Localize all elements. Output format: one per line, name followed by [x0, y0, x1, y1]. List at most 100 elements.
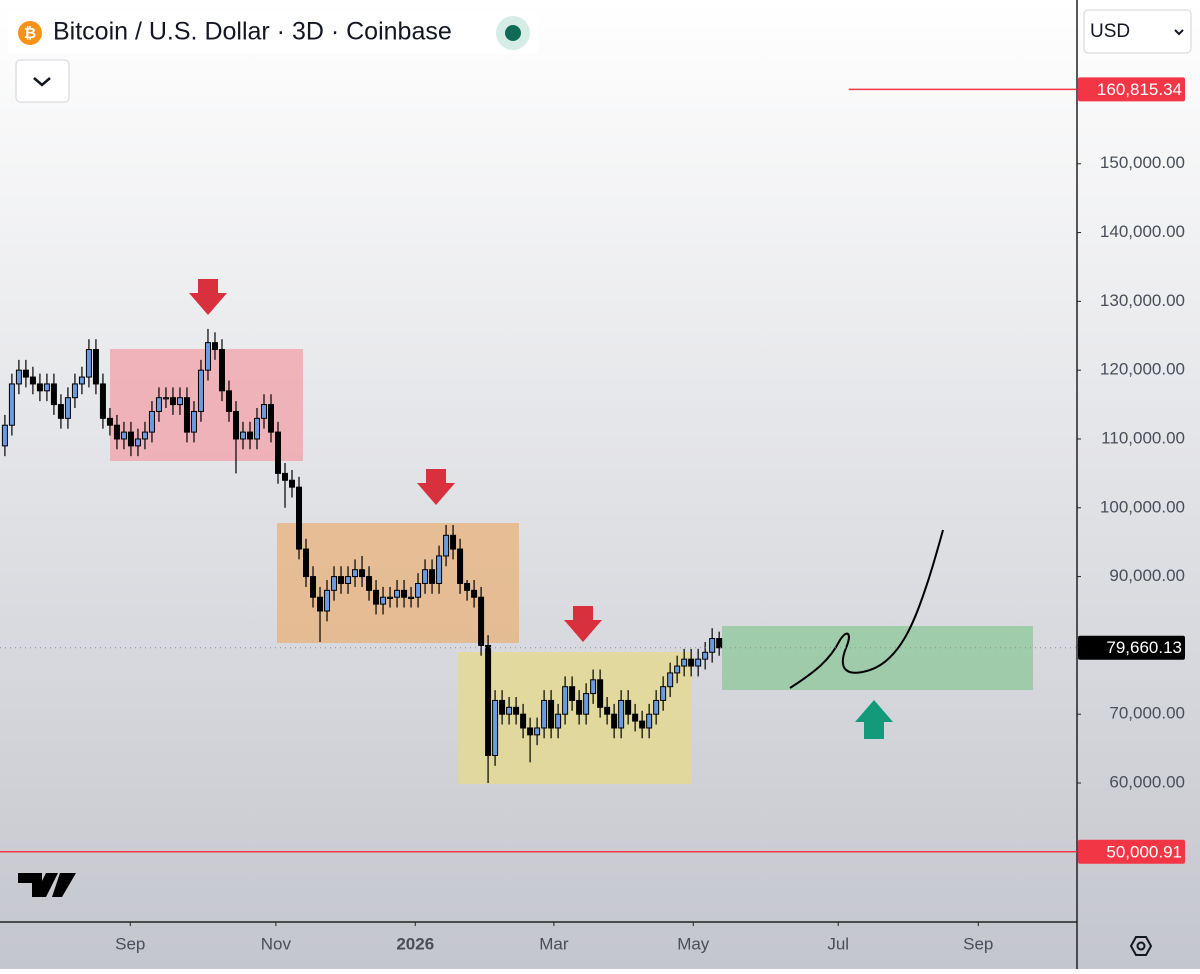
candle-body — [646, 713, 653, 729]
y-tick-label: 60,000.00 — [1109, 772, 1185, 791]
candle-body — [639, 720, 646, 729]
x-tick-label: Sep — [963, 934, 993, 953]
candle-body — [408, 596, 415, 599]
candle-body — [155, 397, 162, 412]
y-tick-label: 150,000.00 — [1100, 153, 1185, 172]
candle-body — [78, 376, 85, 385]
header-bg — [8, 12, 538, 54]
candle-body — [190, 410, 197, 433]
candle-body — [282, 472, 289, 481]
last-price-bg — [1078, 635, 1185, 660]
candle-body — [366, 576, 373, 591]
candle-body — [183, 397, 190, 433]
candle-body — [618, 699, 625, 729]
candle-body — [681, 658, 688, 667]
candle-body — [597, 679, 604, 708]
candle-body — [695, 658, 702, 667]
btc-icon — [18, 21, 42, 45]
candle-body — [169, 397, 176, 406]
candle-body — [485, 644, 492, 756]
candle-body — [604, 706, 611, 715]
candle-body — [632, 713, 639, 722]
candle-body — [211, 342, 218, 351]
candle-body — [436, 555, 443, 584]
currency-select[interactable] — [1083, 9, 1192, 54]
candle-body — [204, 342, 211, 371]
candle-body — [471, 589, 478, 598]
candle-body — [197, 369, 204, 412]
collapse-button[interactable] — [15, 59, 70, 103]
candle-body — [57, 404, 64, 419]
price-label-bg — [1078, 839, 1185, 864]
price-label-bg — [1078, 77, 1185, 102]
candle-body — [422, 569, 429, 584]
candle-body — [176, 397, 183, 406]
y-tick-label: 120,000.00 — [1100, 360, 1185, 379]
status-dot — [505, 25, 521, 41]
candle-body — [345, 576, 352, 584]
candle-body — [15, 369, 22, 385]
candle-body — [99, 383, 106, 419]
candle-body — [653, 699, 660, 715]
candle-body — [331, 576, 338, 591]
zone-box — [722, 626, 1033, 690]
candle-body — [232, 410, 239, 440]
candle-body — [317, 596, 324, 612]
candle-body — [674, 665, 681, 674]
candle-body — [702, 651, 709, 660]
candle-body — [394, 589, 401, 598]
candle-body — [548, 699, 555, 729]
candle-body — [303, 548, 310, 578]
x-tick-label: Nov — [261, 934, 292, 953]
candle-body — [457, 548, 464, 584]
down-arrow — [564, 606, 602, 642]
x-tick-label: May — [677, 934, 710, 953]
candle-body — [478, 596, 485, 646]
candle-body — [492, 699, 499, 756]
candle-body — [667, 672, 674, 688]
candle-body — [310, 576, 317, 598]
y-tick-label: 140,000.00 — [1100, 222, 1185, 241]
candle-body — [29, 376, 36, 385]
candle-body — [113, 424, 120, 440]
settings-icon[interactable] — [1129, 936, 1153, 956]
settings-icon-dot — [1136, 941, 1146, 951]
candle-body — [1, 424, 8, 447]
chevron — [33, 77, 51, 87]
candle-body — [520, 713, 527, 729]
candle-body — [218, 349, 225, 392]
candle-body — [148, 410, 155, 433]
candle-body — [352, 569, 359, 578]
candle-body — [64, 397, 71, 419]
price-label: 160,815.34 — [1097, 80, 1182, 99]
candle-body — [92, 349, 99, 385]
candle-body — [429, 569, 436, 584]
y-tick-label: 90,000.00 — [1109, 566, 1185, 585]
candle-body — [127, 431, 134, 447]
candle-body — [134, 438, 141, 447]
candle-body — [22, 369, 29, 378]
candle-body — [464, 582, 471, 591]
candle-body — [499, 699, 506, 715]
candle-body — [415, 582, 422, 598]
candle-body — [71, 383, 78, 399]
candle-body — [401, 589, 408, 598]
x-tick-label: Mar — [539, 934, 569, 953]
candle-body — [324, 589, 331, 612]
candle-body — [289, 479, 296, 488]
symbol-title: Bitcoin / U.S. Dollar · 3D · Coinbase — [53, 18, 452, 46]
candle-body — [253, 417, 260, 440]
candle-body — [716, 638, 723, 649]
candle-body — [260, 404, 267, 419]
candle-body — [141, 431, 148, 440]
candle-body — [85, 349, 92, 378]
x-tick-label: Sep — [115, 934, 145, 953]
candle-body — [239, 431, 246, 440]
x-tick-label: Jul — [827, 934, 849, 953]
price-label: 50,000.91 — [1106, 842, 1182, 861]
candle-body — [506, 706, 513, 715]
candle-body — [660, 686, 667, 701]
candle-body — [50, 383, 57, 406]
